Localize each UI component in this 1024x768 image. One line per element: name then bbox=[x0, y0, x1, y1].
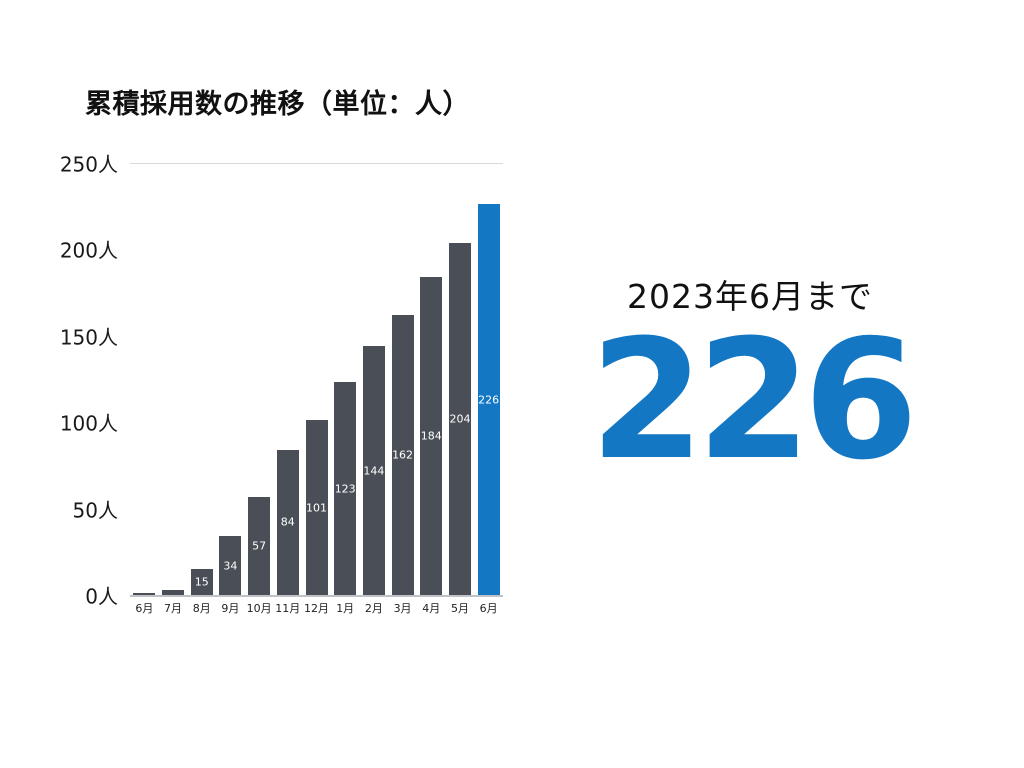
y-tick-label: 100人 bbox=[59, 411, 118, 436]
x-tick-label: 10月 bbox=[246, 602, 272, 615]
chart-bar: 34 bbox=[219, 536, 242, 595]
chart-bar: 226 bbox=[477, 204, 500, 595]
x-tick-label: 6月 bbox=[479, 602, 498, 615]
chart-bar bbox=[133, 593, 156, 595]
chart-bar bbox=[162, 589, 185, 595]
y-tick-label: 250人 bbox=[59, 152, 118, 177]
x-tick-label: 8月 bbox=[192, 602, 211, 615]
x-axis: 6月 7月 8月 9月 10月 11月 12月 1月 2月 3月 4月 5月 6月 bbox=[130, 600, 503, 620]
bar-value-label: 15 bbox=[194, 575, 209, 589]
bar-value-label: 204 bbox=[449, 412, 471, 426]
bar-value-label: 162 bbox=[392, 448, 414, 462]
bar-value-label: 84 bbox=[280, 515, 295, 529]
chart-bar: 123 bbox=[334, 382, 357, 595]
plot-area: 15 34 57 84 101 123 144 162 184 204 226 bbox=[130, 163, 503, 597]
highlight-value: 226 bbox=[589, 304, 918, 496]
bar-value-label: 34 bbox=[223, 559, 238, 573]
y-tick-label: 150人 bbox=[59, 325, 118, 350]
x-tick-label: 12月 bbox=[304, 602, 329, 615]
x-tick-label: 9月 bbox=[221, 602, 240, 615]
y-tick-label: 200人 bbox=[59, 238, 118, 263]
bar-value-label: 101 bbox=[306, 501, 327, 515]
highlight-block: 2023年6月まで 226 bbox=[570, 270, 930, 496]
chart-bar: 184 bbox=[420, 277, 443, 595]
chart-title: 累積採用数の推移（単位：人） bbox=[85, 89, 470, 120]
x-tick-label: 6月 bbox=[135, 602, 154, 615]
chart-bar: 57 bbox=[248, 496, 271, 595]
x-tick-label: 11月 bbox=[275, 602, 301, 615]
bar-value-label: 226 bbox=[478, 393, 500, 407]
chart-bar: 15 bbox=[190, 569, 213, 595]
y-axis: 250人 200人 150人 100人 50人 0人 bbox=[0, 153, 122, 609]
chart-bar: 101 bbox=[305, 420, 328, 595]
x-tick-label: 7月 bbox=[164, 602, 183, 615]
x-tick-label: 1月 bbox=[336, 602, 355, 615]
chart-bar: 162 bbox=[391, 315, 414, 595]
bar-value-label: 57 bbox=[252, 539, 267, 553]
bar-value-label: 184 bbox=[420, 429, 442, 443]
x-tick-label: 4月 bbox=[422, 602, 441, 615]
gridline-250 bbox=[130, 163, 503, 164]
y-tick-label: 50人 bbox=[72, 498, 118, 523]
x-tick-label: 2月 bbox=[364, 602, 383, 615]
y-tick-label: 0人 bbox=[85, 584, 118, 609]
chart-bar: 204 bbox=[448, 242, 471, 595]
bar-value-label: 123 bbox=[334, 482, 356, 496]
highlight-caption: 2023年6月まで bbox=[627, 277, 873, 316]
chart-bar: 144 bbox=[362, 346, 385, 595]
x-tick-label: 3月 bbox=[393, 602, 412, 615]
chart-bar: 84 bbox=[276, 449, 299, 595]
bar-value-label: 144 bbox=[363, 464, 385, 478]
x-tick-label: 5月 bbox=[450, 602, 469, 615]
